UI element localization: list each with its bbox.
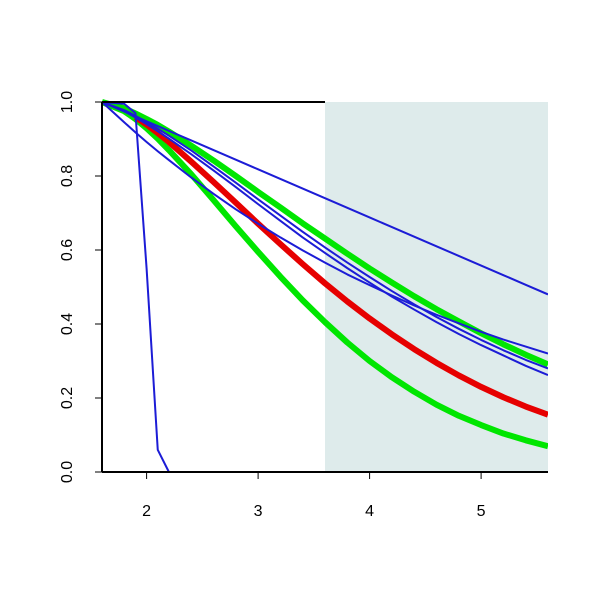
x-tick-label: 3: [254, 503, 263, 520]
series-line: [133, 114, 548, 418]
y-tick-label: 0.6: [59, 239, 76, 261]
series-line: [102, 101, 548, 355]
x-tick-label: 5: [477, 503, 486, 520]
series-line: [102, 101, 548, 370]
y-tick-label: 0.0: [59, 461, 76, 483]
x-tick-label: 4: [365, 503, 374, 520]
y-tick-label: 0.4: [59, 313, 76, 335]
series-line: [102, 99, 548, 450]
y-tick-label: 0.2: [59, 387, 76, 409]
series-line: [102, 101, 548, 376]
x-tick-label: 2: [142, 503, 151, 520]
series-line: [102, 101, 548, 296]
shaded-region: [325, 102, 548, 472]
y-tick-label: 0.8: [59, 165, 76, 187]
y-tick-label: 1.0: [59, 91, 76, 113]
